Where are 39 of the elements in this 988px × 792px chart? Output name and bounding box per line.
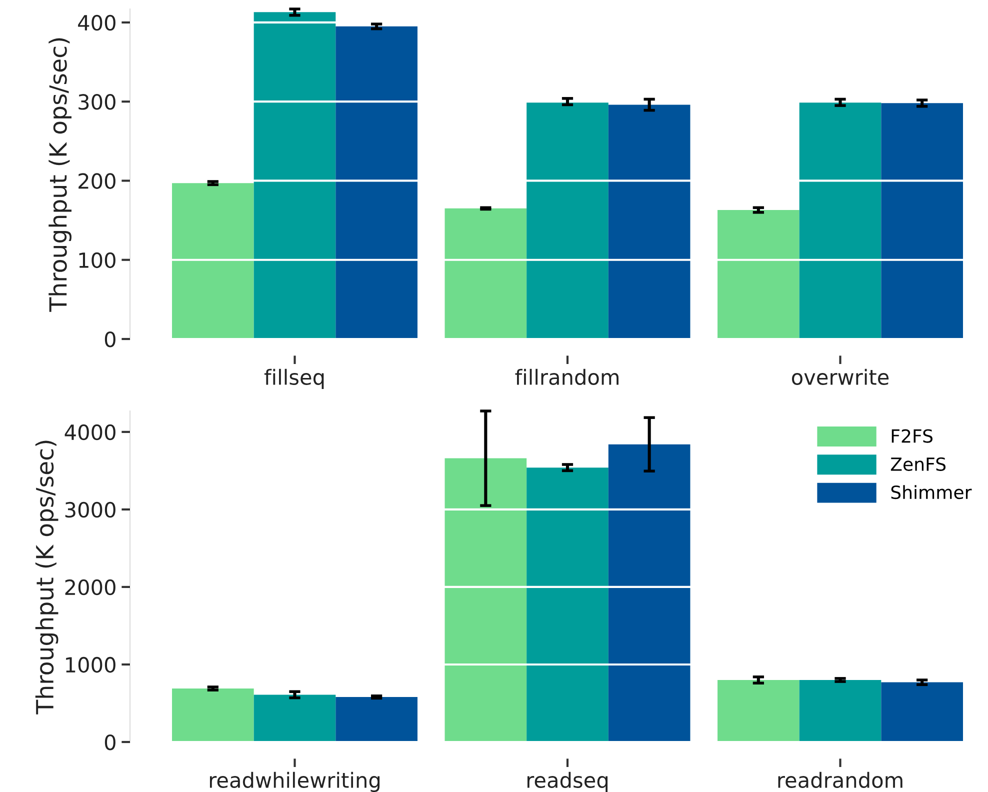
bar — [608, 444, 690, 742]
y-tick-label: 400 — [78, 14, 116, 31]
bar — [444, 458, 527, 742]
y-tick-label: 1000 — [66, 656, 116, 673]
x-tick-label: readseq — [527, 772, 608, 792]
x-tick-label: fillrandom — [515, 368, 618, 385]
x-tick-label: readrandom — [778, 772, 902, 788]
y-axis-title: Throughput (K ops/sec) — [48, 38, 72, 312]
bar — [799, 102, 882, 339]
y-axis-title: Throughput (K ops/sec) — [35, 440, 58, 714]
bar — [336, 697, 418, 742]
bar — [254, 12, 336, 339]
legend-label: Shimmer — [891, 485, 972, 500]
bar — [336, 26, 418, 339]
bar — [881, 103, 963, 339]
bar — [608, 104, 690, 339]
bar — [444, 208, 527, 339]
y-tick-label: 0 — [104, 331, 116, 348]
bar — [172, 688, 254, 742]
bar — [718, 210, 800, 339]
bar — [526, 468, 608, 742]
y-tick-label: 0 — [104, 734, 116, 750]
y-tick-label: 300 — [78, 94, 116, 110]
y-tick-label: 200 — [78, 173, 116, 189]
bar — [172, 183, 254, 339]
bar — [254, 694, 336, 742]
bar — [881, 682, 963, 742]
x-tick-label: fillseq — [264, 368, 324, 390]
bar — [718, 680, 800, 742]
y-tick-label: 4000 — [64, 424, 116, 440]
x-tick-label: overwrite — [792, 368, 889, 385]
y-tick-label: 2000 — [65, 579, 116, 596]
bar — [526, 102, 608, 339]
x-tick-label: readwhilewriting — [210, 772, 380, 792]
legend-label: ZenFS — [890, 457, 946, 471]
y-tick-label: 3000 — [65, 502, 116, 518]
legend-label: F2FS — [892, 429, 933, 443]
bar — [799, 680, 882, 742]
y-tick-label: 100 — [79, 252, 116, 268]
